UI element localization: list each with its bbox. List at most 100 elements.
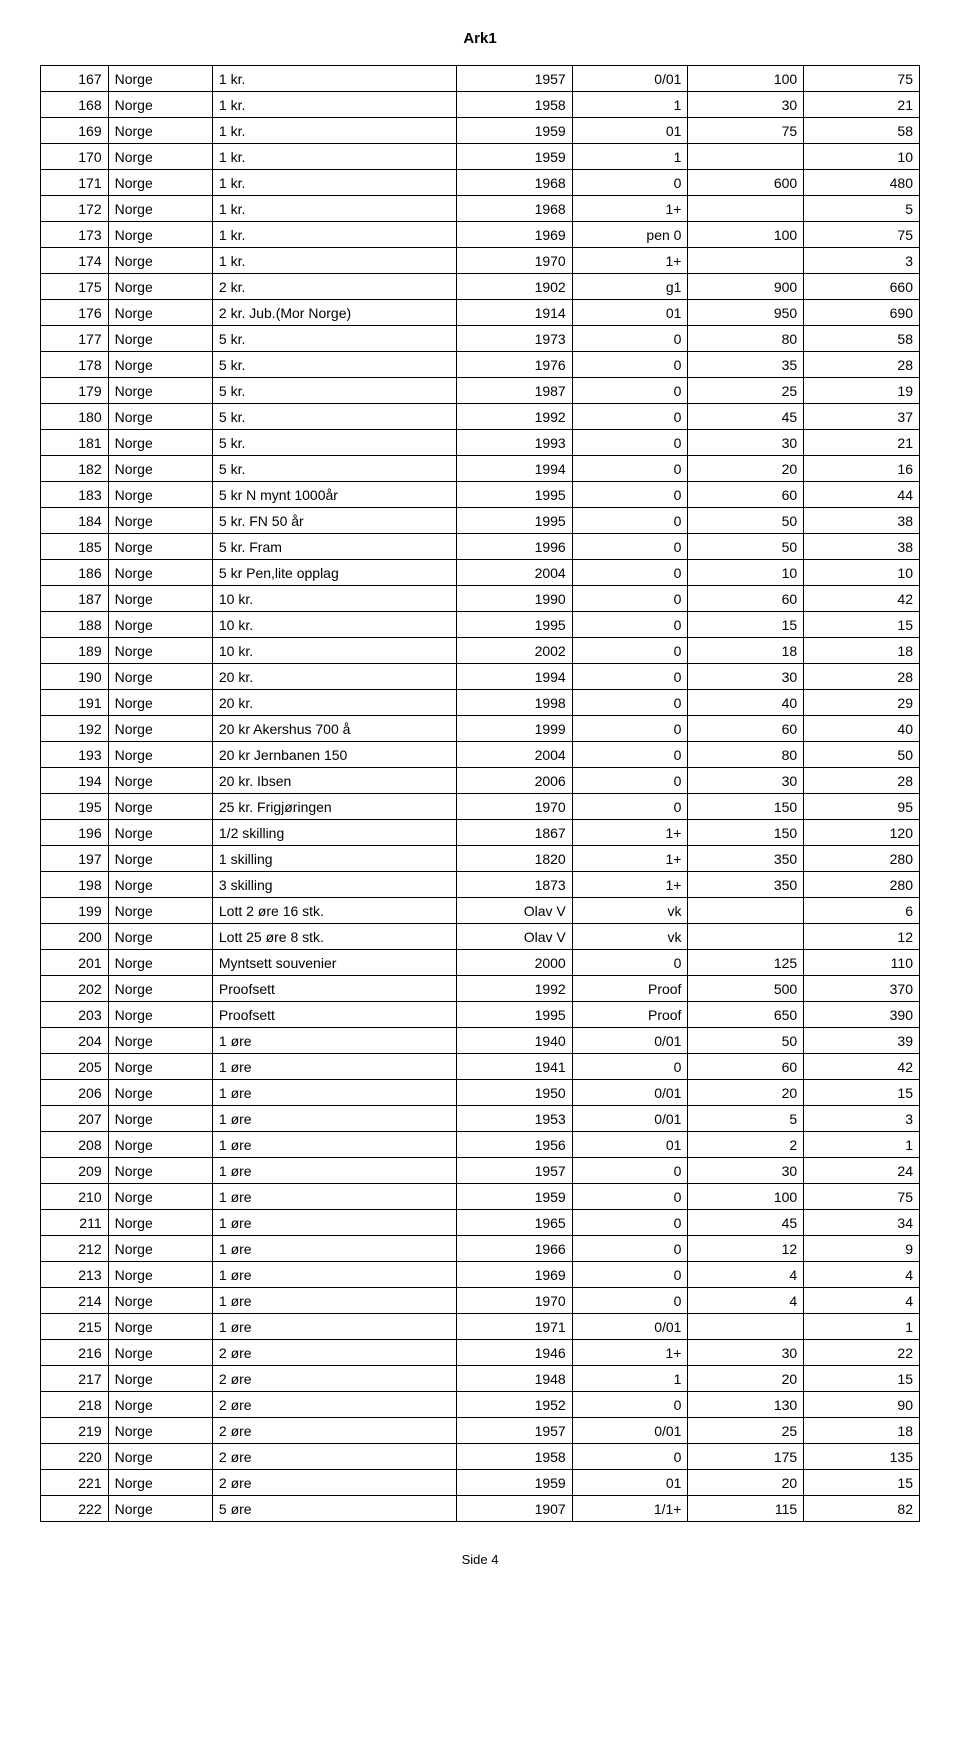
table-cell: 0/01 — [572, 1106, 688, 1132]
table-cell: 80 — [688, 326, 804, 352]
table-cell: 1992 — [456, 404, 572, 430]
table-cell: 75 — [804, 1184, 920, 1210]
table-cell: 197 — [41, 846, 109, 872]
table-cell: 0/01 — [572, 1418, 688, 1444]
table-cell: 10 — [804, 560, 920, 586]
table-cell: 19 — [804, 378, 920, 404]
table-cell: 75 — [804, 222, 920, 248]
page-title: Ark1 — [40, 30, 920, 47]
table-cell: Norge — [108, 638, 212, 664]
table-cell: 150 — [688, 820, 804, 846]
table-row: 176Norge2 kr. Jub.(Mor Norge)19140195069… — [41, 300, 920, 326]
table-cell: Norge — [108, 560, 212, 586]
table-cell — [688, 898, 804, 924]
table-cell: 172 — [41, 196, 109, 222]
table-cell: 1948 — [456, 1366, 572, 1392]
table-cell: 1 øre — [212, 1106, 456, 1132]
table-cell: 5 kr. FN 50 år — [212, 508, 456, 534]
table-cell: 50 — [688, 508, 804, 534]
table-cell: 2002 — [456, 638, 572, 664]
table-cell: Norge — [108, 170, 212, 196]
table-cell: 1 øre — [212, 1132, 456, 1158]
table-cell: 0 — [572, 1444, 688, 1470]
table-cell: 212 — [41, 1236, 109, 1262]
table-cell: 175 — [41, 274, 109, 300]
table-cell: 135 — [804, 1444, 920, 1470]
table-cell: 0 — [572, 794, 688, 820]
table-cell: Olav V — [456, 898, 572, 924]
table-cell: 24 — [804, 1158, 920, 1184]
table-row: 182Norge5 kr.199402016 — [41, 456, 920, 482]
table-cell: 28 — [804, 768, 920, 794]
table-cell — [688, 144, 804, 170]
table-row: 215Norge1 øre19710/011 — [41, 1314, 920, 1340]
table-cell: Norge — [108, 222, 212, 248]
table-cell: Norge — [108, 1366, 212, 1392]
table-cell: 1+ — [572, 872, 688, 898]
table-cell: 1995 — [456, 508, 572, 534]
table-cell: 5 kr. — [212, 430, 456, 456]
table-row: 187Norge10 kr.199006042 — [41, 586, 920, 612]
table-cell: Lott 2 øre 16 stk. — [212, 898, 456, 924]
table-cell: 175 — [688, 1444, 804, 1470]
table-cell: 5 kr N mynt 1000år — [212, 482, 456, 508]
table-cell: 1971 — [456, 1314, 572, 1340]
table-cell: 1/2 skilling — [212, 820, 456, 846]
table-cell: 174 — [41, 248, 109, 274]
table-cell: 216 — [41, 1340, 109, 1366]
table-cell: 130 — [688, 1392, 804, 1418]
table-cell: 191 — [41, 690, 109, 716]
table-cell: 2004 — [456, 742, 572, 768]
table-cell: 0/01 — [572, 1028, 688, 1054]
table-cell: 0/01 — [572, 1314, 688, 1340]
table-cell: 28 — [804, 352, 920, 378]
table-cell: 30 — [688, 1340, 804, 1366]
table-cell: 16 — [804, 456, 920, 482]
table-cell: 0 — [572, 508, 688, 534]
table-cell: 205 — [41, 1054, 109, 1080]
table-cell: 900 — [688, 274, 804, 300]
table-cell: 15 — [804, 1366, 920, 1392]
table-cell: 202 — [41, 976, 109, 1002]
table-cell: Norge — [108, 482, 212, 508]
table-cell: 600 — [688, 170, 804, 196]
page-footer: Side 4 — [40, 1552, 920, 1567]
table-cell: 182 — [41, 456, 109, 482]
table-cell: 1993 — [456, 430, 572, 456]
table-cell: 214 — [41, 1288, 109, 1314]
table-cell: 2 øre — [212, 1444, 456, 1470]
table-cell: 5 kr. — [212, 378, 456, 404]
table-cell: 0 — [572, 534, 688, 560]
table-cell: 2 — [688, 1132, 804, 1158]
table-cell: 180 — [41, 404, 109, 430]
table-row: 172Norge1 kr.19681+5 — [41, 196, 920, 222]
table-cell: Norge — [108, 352, 212, 378]
table-cell: Norge — [108, 144, 212, 170]
table-row: 168Norge1 kr.195813021 — [41, 92, 920, 118]
table-cell: Norge — [108, 248, 212, 274]
table-cell: 100 — [688, 222, 804, 248]
table-cell: 0 — [572, 1210, 688, 1236]
table-cell: 38 — [804, 534, 920, 560]
table-cell: 30 — [688, 92, 804, 118]
table-cell: 1+ — [572, 248, 688, 274]
table-cell: Norge — [108, 430, 212, 456]
table-cell: 4 — [688, 1288, 804, 1314]
table-cell: 0 — [572, 1288, 688, 1314]
table-cell: 5 kr. — [212, 404, 456, 430]
table-cell: 5 kr. — [212, 456, 456, 482]
table-cell: 01 — [572, 1132, 688, 1158]
table-cell: 1 — [572, 92, 688, 118]
table-cell: 1992 — [456, 976, 572, 1002]
table-cell: 1 kr. — [212, 118, 456, 144]
table-cell: 201 — [41, 950, 109, 976]
table-row: 216Norge2 øre19461+3022 — [41, 1340, 920, 1366]
table-cell: 35 — [688, 352, 804, 378]
table-cell: 0 — [572, 1054, 688, 1080]
table-cell: 0 — [572, 1392, 688, 1418]
table-cell: 1952 — [456, 1392, 572, 1418]
table-cell: 168 — [41, 92, 109, 118]
table-cell — [688, 924, 804, 950]
table-cell: 4 — [688, 1262, 804, 1288]
table-cell: 45 — [688, 1210, 804, 1236]
